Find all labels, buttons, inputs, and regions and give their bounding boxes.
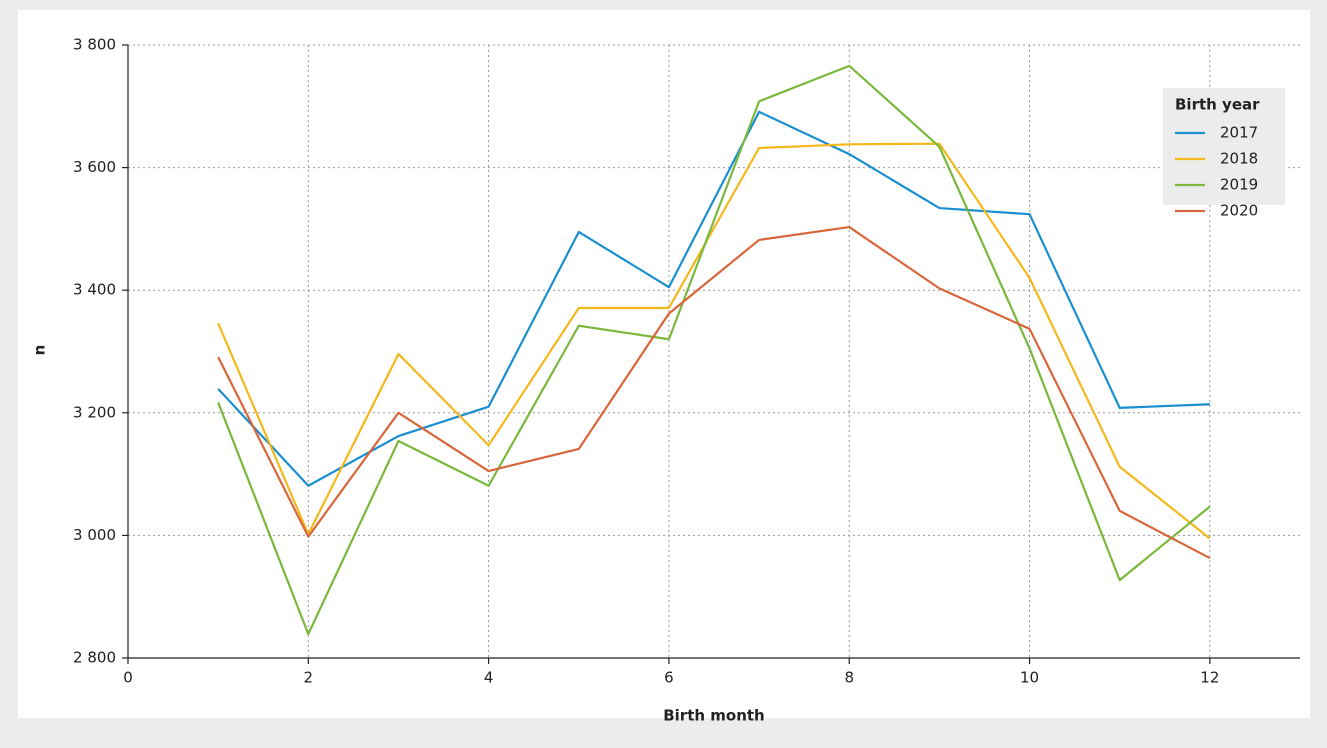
legend-title: Birth year [1175, 96, 1260, 114]
y-tick-label: 3 200 [73, 403, 116, 421]
y-tick-label: 3 600 [73, 158, 116, 176]
y-tick-label: 2 800 [73, 649, 116, 667]
legend-label: 2020 [1220, 202, 1258, 220]
x-tick-label: 2 [304, 669, 314, 687]
series-line [217, 110, 1210, 487]
series-line [217, 64, 1211, 636]
series-line [217, 142, 1211, 540]
legend-label: 2017 [1220, 124, 1258, 142]
y-tick-label: 3 000 [73, 526, 116, 544]
x-tick-label: 0 [123, 669, 133, 687]
panel [18, 10, 1310, 718]
x-tick-label: 12 [1200, 669, 1219, 687]
x-axis-label: Birth month [663, 707, 765, 725]
x-tick-label: 8 [844, 669, 854, 687]
legend-label: 2019 [1220, 176, 1258, 194]
legend-label: 2018 [1220, 150, 1258, 168]
series-line [217, 225, 1211, 560]
x-tick-label: 6 [664, 669, 674, 687]
y-tick-label: 3 800 [73, 36, 116, 54]
x-tick-label: 10 [1020, 669, 1039, 687]
x-tick-label: 4 [484, 669, 494, 687]
y-axis-label: n [31, 345, 49, 356]
y-tick-label: 3 400 [73, 281, 116, 299]
